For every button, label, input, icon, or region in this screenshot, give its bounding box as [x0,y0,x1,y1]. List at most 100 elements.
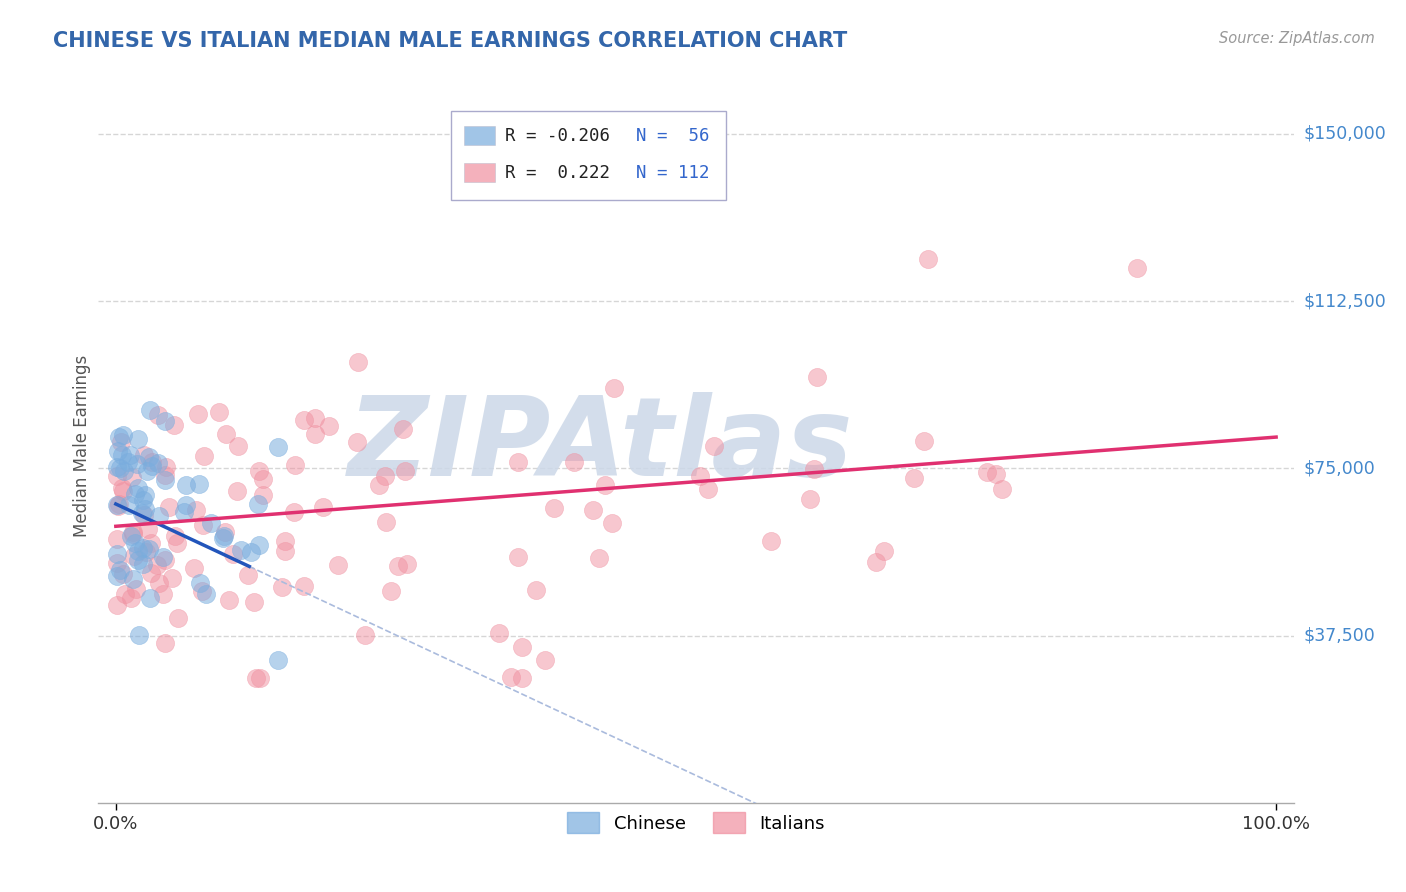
Point [593,477,616,491]
Point [128,627,150,641]
Point [917,252,939,266]
Point [328,558,350,573]
Point [127,432,149,446]
Point [292,413,315,427]
Point [284,458,307,472]
Point [163,418,186,433]
Point [155,635,177,649]
Point [236,567,259,582]
Point [588,551,610,566]
Point [124,487,146,501]
Point [506,455,529,469]
Point [703,439,725,453]
Point [200,516,222,531]
Point [1126,260,1149,275]
Point [222,547,245,561]
Point [534,653,557,667]
Point [368,477,391,491]
Point [186,407,208,421]
Point [157,500,180,514]
Point [226,439,249,453]
Point [110,461,132,475]
Point [138,450,160,464]
Point [187,477,209,491]
Point [392,422,415,436]
Point [976,466,998,480]
Point [148,575,170,590]
Text: Source: ZipAtlas.com: Source: ZipAtlas.com [1219,31,1375,46]
Point [270,580,292,594]
Text: CHINESE VS ITALIAN MEDIAN MALE EARNINGS CORRELATION CHART: CHINESE VS ITALIAN MEDIAN MALE EARNINGS … [53,31,848,51]
Point [226,484,249,499]
Point [105,568,128,582]
Point [146,408,169,422]
Point [107,444,129,458]
Point [132,493,155,508]
Point [190,576,212,591]
Point [247,538,270,552]
Text: $112,500: $112,500 [1303,292,1386,310]
Point [267,653,290,667]
Point [208,405,231,419]
Point [186,502,208,516]
Point [912,434,935,449]
Point [125,582,148,596]
Point [396,557,419,571]
Point [600,516,623,530]
Point [108,563,131,577]
Point [510,671,533,685]
Point [132,557,155,571]
Point [111,448,134,462]
Point [153,468,176,483]
Point [761,533,783,548]
Point [267,440,290,454]
Point [166,535,188,549]
Point [153,415,176,429]
Point [865,555,887,569]
Point [166,611,188,625]
Point [346,434,368,449]
Point [163,529,186,543]
Point [112,464,135,478]
Point [508,550,530,565]
Point [121,527,143,541]
Point [155,459,177,474]
Point [524,583,547,598]
Point [117,455,139,469]
Point [127,481,149,495]
Point [387,558,409,573]
Point [152,587,174,601]
Point [193,449,215,463]
Point [304,410,326,425]
Point [131,506,153,520]
Point [499,670,522,684]
Point [141,459,163,474]
Point [121,470,143,484]
Point [304,426,326,441]
Point [139,536,162,550]
Point [903,471,925,485]
Point [214,525,236,540]
Point [139,403,162,417]
Point [803,462,825,476]
Point [111,484,134,499]
Point [191,584,214,599]
Point [602,381,624,395]
Point [252,488,274,502]
Point [108,430,131,444]
Text: R = -0.206: R = -0.206 [505,127,610,145]
Legend: Chinese, Italians: Chinese, Italians [560,805,832,840]
Point [380,583,402,598]
Point [273,534,295,549]
Text: N =  56: N = 56 [636,127,710,145]
Text: N = 112: N = 112 [636,164,710,182]
Point [139,566,162,580]
Point [138,541,160,556]
Point [118,448,141,462]
Point [145,558,167,572]
Point [135,464,157,478]
Point [806,370,828,384]
Point [374,468,396,483]
Point [252,471,274,485]
Text: R =  0.222: R = 0.222 [505,164,610,182]
